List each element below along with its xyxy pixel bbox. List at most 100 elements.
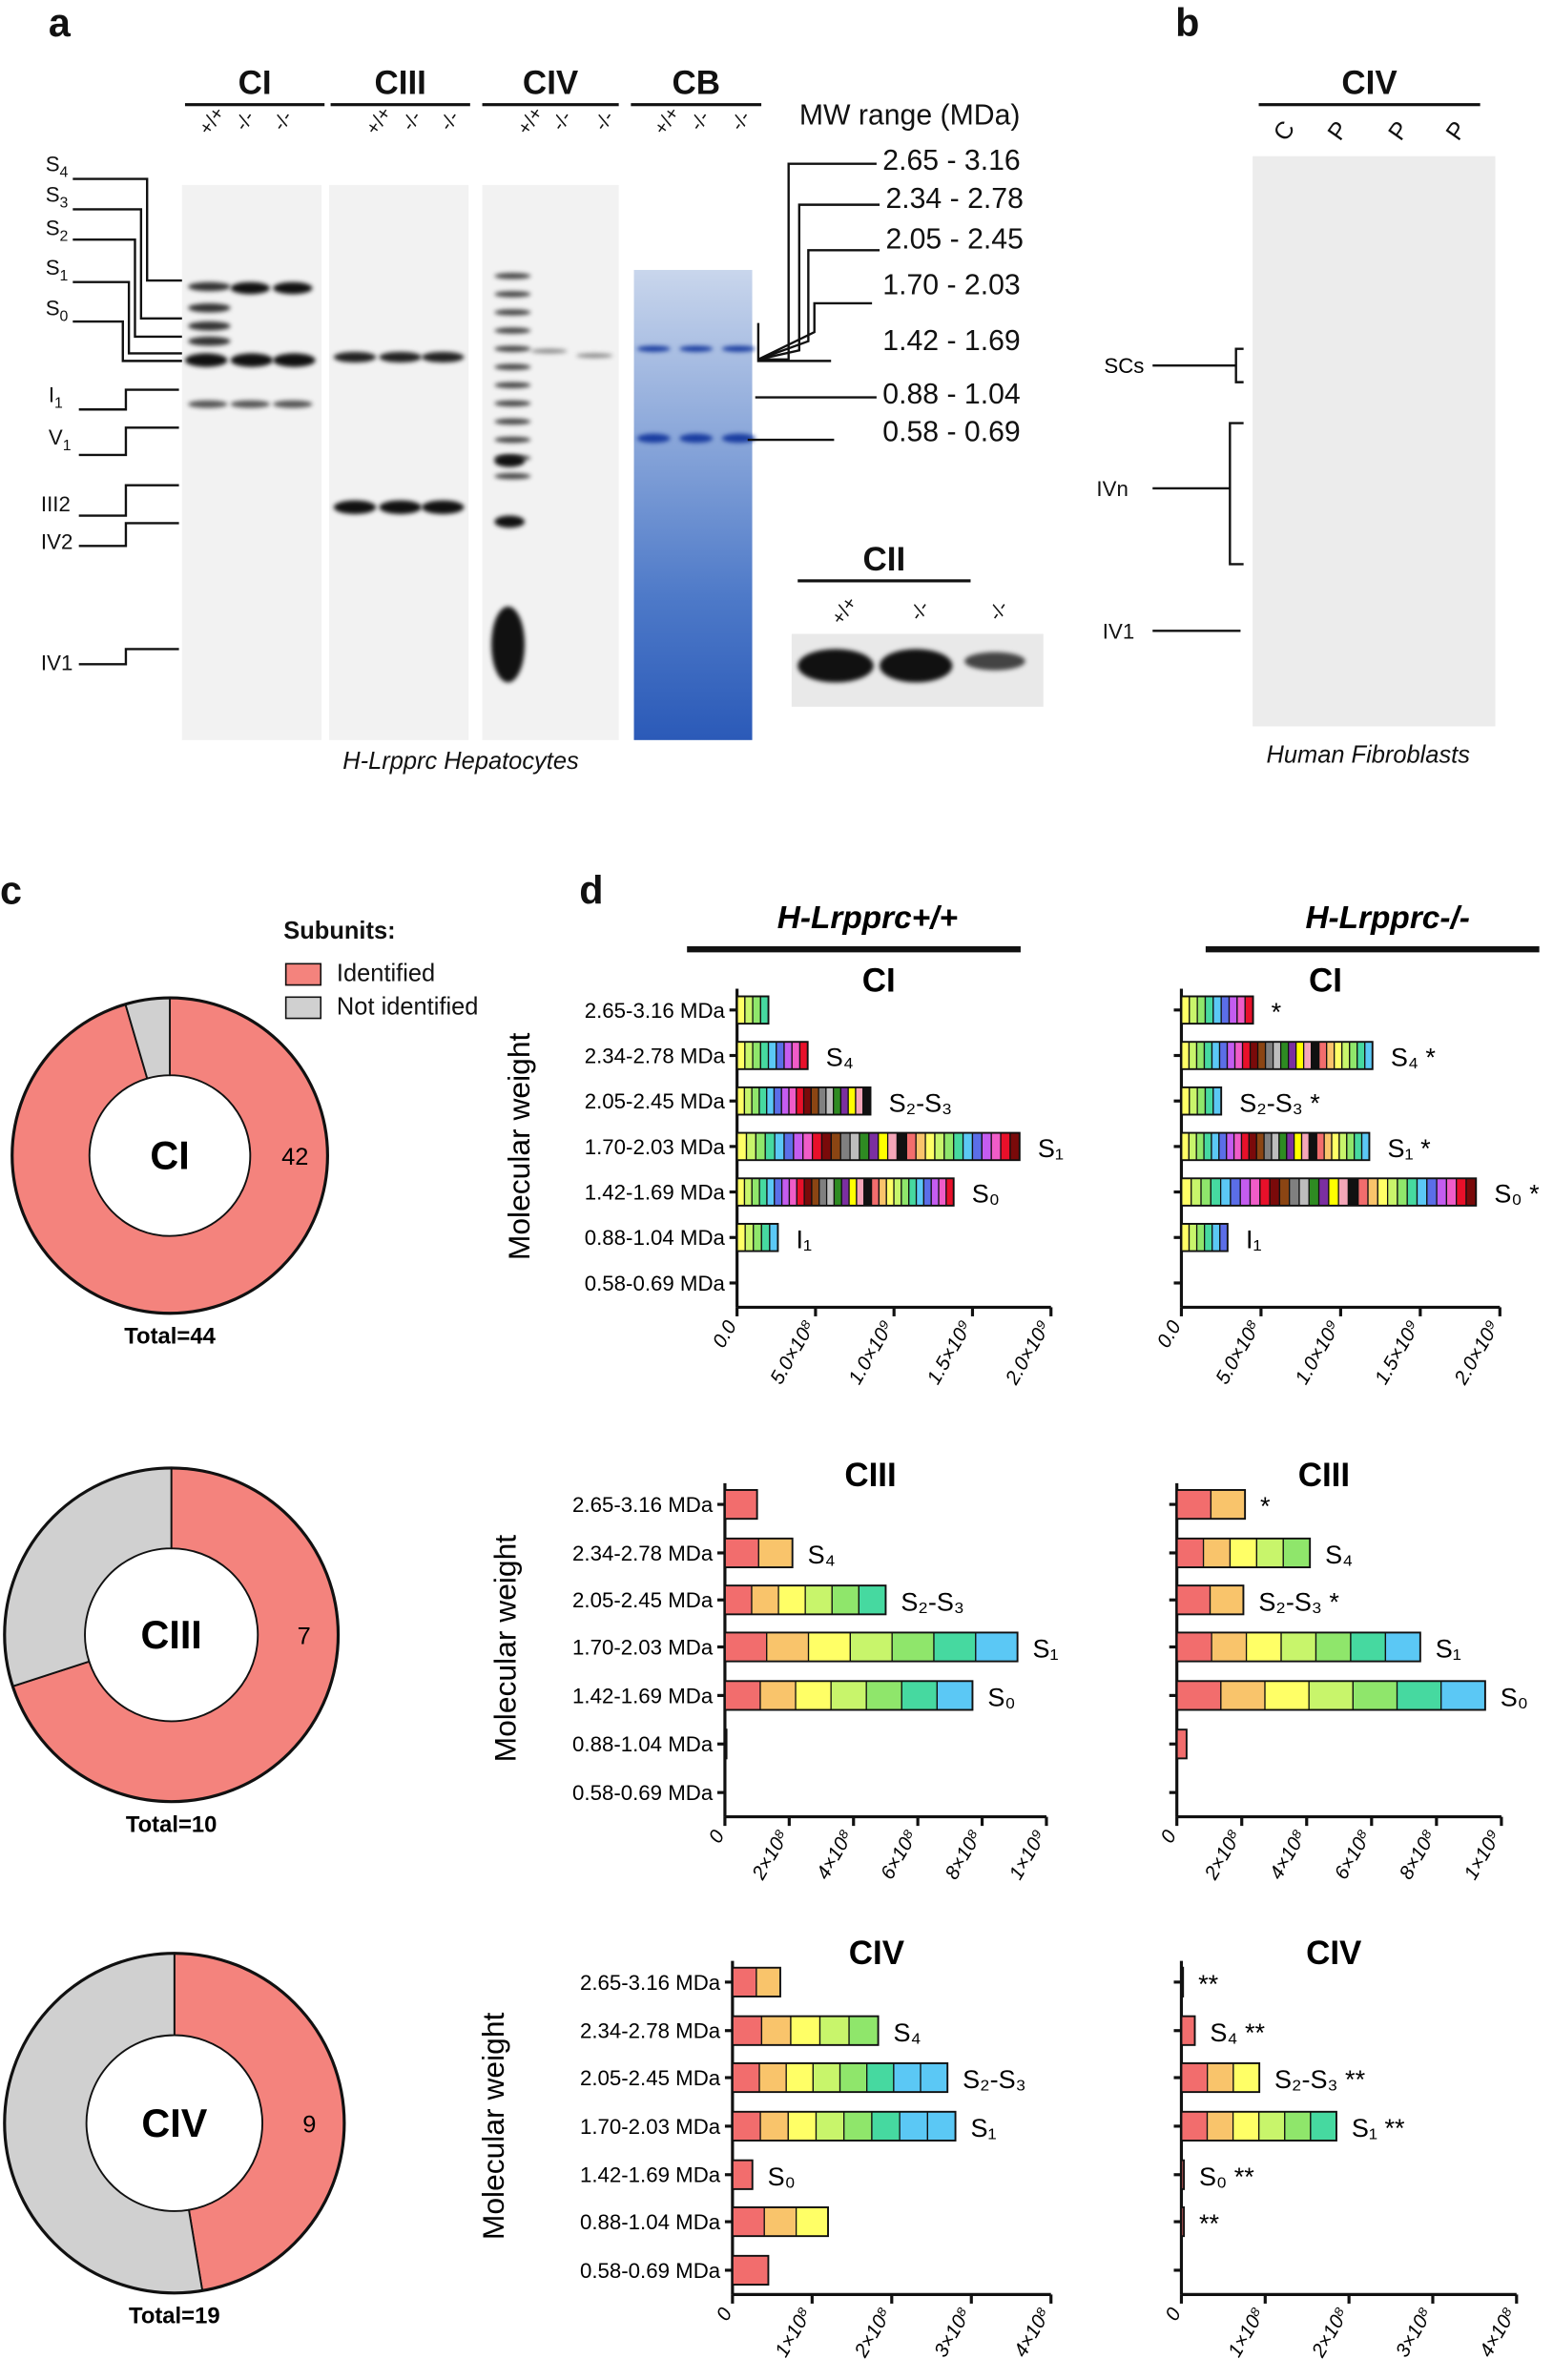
bar-segment <box>1397 1177 1408 1207</box>
x-tick-label: 2×10⁸ <box>1200 1827 1246 1884</box>
panel-a-letter: a <box>48 0 71 46</box>
bar-segment <box>1240 1131 1251 1161</box>
bar-segment <box>953 1131 964 1161</box>
bar-segment <box>763 2206 797 2237</box>
mw-range: 1.42 - 1.69 <box>882 325 1021 359</box>
y-tick-label: 0.88-1.04 MDa <box>572 1732 714 1756</box>
blot-band <box>188 302 231 313</box>
blot-band <box>494 400 531 407</box>
bar-segment <box>893 1177 902 1207</box>
bar-segment <box>1264 1680 1310 1711</box>
x-tick-label: 0 <box>1161 2304 1186 2325</box>
bar-segment <box>1272 1041 1282 1070</box>
bar-segment <box>1349 1041 1358 1070</box>
y-tick-label: 2.65-3.16 MDa <box>572 1493 714 1517</box>
x-tick-label: 1.5×10⁹ <box>922 1316 976 1388</box>
bar-segment <box>791 1041 801 1070</box>
blot-band <box>230 281 270 295</box>
panel-c-letter: c <box>0 867 23 914</box>
bar <box>1180 1177 1478 1207</box>
bar-segment <box>1233 1041 1244 1070</box>
legend-label: Not identified <box>336 994 479 1021</box>
bar-segment <box>870 1177 880 1207</box>
bar-segment <box>724 1489 758 1520</box>
bar-segment <box>1204 1223 1213 1252</box>
bar-segment <box>886 1131 899 1161</box>
bar-segment <box>1347 1177 1359 1207</box>
bar-segment <box>1263 1131 1273 1161</box>
bar-segment <box>924 1131 936 1161</box>
chart-title: CI <box>862 962 896 1000</box>
bar-segment <box>759 2111 789 2142</box>
bar-segment <box>1195 1131 1205 1161</box>
bar-segment <box>1228 995 1238 1024</box>
band-connector <box>72 208 182 321</box>
bar-segment <box>825 1087 835 1116</box>
blot-band <box>964 652 1025 671</box>
bar-segment <box>1315 1631 1352 1663</box>
bar-segment <box>893 2062 921 2093</box>
bar-annotation: S₄ * <box>1391 1044 1437 1072</box>
bar-segment <box>1189 1087 1198 1116</box>
blot-band <box>721 345 756 352</box>
bar-segment <box>1180 1041 1191 1070</box>
bar <box>1180 1041 1374 1070</box>
blot-band <box>230 353 274 367</box>
blot-ci <box>181 184 322 740</box>
bar-segment <box>776 1041 785 1070</box>
header-civ-b: CIV <box>1258 64 1481 107</box>
blot-band <box>494 418 531 425</box>
bar-segment <box>1258 2111 1286 2142</box>
bar-segment <box>830 1131 841 1161</box>
bar-segment <box>767 1041 777 1070</box>
bar-segment <box>1176 1489 1212 1520</box>
x-tick-label: 0.0 <box>1153 1316 1187 1352</box>
bar-segment <box>1226 1131 1235 1161</box>
band-connector <box>78 648 179 666</box>
blot-band <box>494 327 531 334</box>
bar-segment <box>744 995 754 1024</box>
bar-segment <box>802 1087 812 1116</box>
bar-segment <box>1204 1087 1214 1116</box>
y-tick-label: 1.70-2.03 MDa <box>572 1635 714 1659</box>
legend-item-not-identified: Not identified <box>284 992 479 1025</box>
bar-segment <box>1426 1177 1438 1207</box>
chart-title: CIII <box>1298 1457 1350 1494</box>
bar-annotation: S₄ <box>808 1541 836 1569</box>
y-axis-title: Molecular weight <box>502 1032 536 1260</box>
bar-segment <box>815 2111 845 2142</box>
x-tick-label: 1×10⁸ <box>771 2304 817 2361</box>
bar-segment <box>1386 1177 1398 1207</box>
bar-segment <box>1396 1680 1442 1711</box>
bar-segment <box>1303 1041 1313 1070</box>
x-tick-label: 1.0×10⁹ <box>1291 1316 1344 1388</box>
bar-segment <box>1188 1041 1198 1070</box>
bar-segment <box>1255 1131 1265 1161</box>
bar-segment <box>783 1131 795 1161</box>
bar-segment <box>1406 1177 1418 1207</box>
bar-segment <box>1338 1131 1348 1161</box>
blot-fibroblasts <box>1253 155 1496 727</box>
bar-segment <box>1308 1131 1317 1161</box>
bar-segment <box>938 1177 947 1207</box>
donut-total: Total=44 <box>124 1324 216 1350</box>
blot-band <box>421 351 465 362</box>
bar-segment <box>1210 1177 1222 1207</box>
bar-segment <box>736 1087 746 1116</box>
x-tick-label: 2×10⁸ <box>748 1827 794 1884</box>
bar-segment <box>753 1223 762 1252</box>
bar-annotation: S₂-S₃ <box>901 1587 964 1616</box>
y-tick-label: 1.42-1.69 MDa <box>585 1181 726 1205</box>
mw-range: 0.88 - 1.04 <box>882 379 1021 411</box>
x-tick-label: 1×10⁹ <box>1460 1827 1505 1884</box>
blot-band <box>494 291 531 298</box>
bar-annotation: S₂-S₃ * <box>1258 1587 1339 1616</box>
donut-count: 9 <box>302 2111 316 2138</box>
bar-segment <box>1259 1177 1271 1207</box>
bar-segment <box>901 1177 910 1207</box>
bar-segment <box>780 1087 790 1116</box>
bar-segment <box>766 1087 776 1116</box>
blot-band <box>721 433 756 444</box>
bar-segment <box>766 1177 776 1207</box>
bar-segment <box>1284 2111 1312 2142</box>
